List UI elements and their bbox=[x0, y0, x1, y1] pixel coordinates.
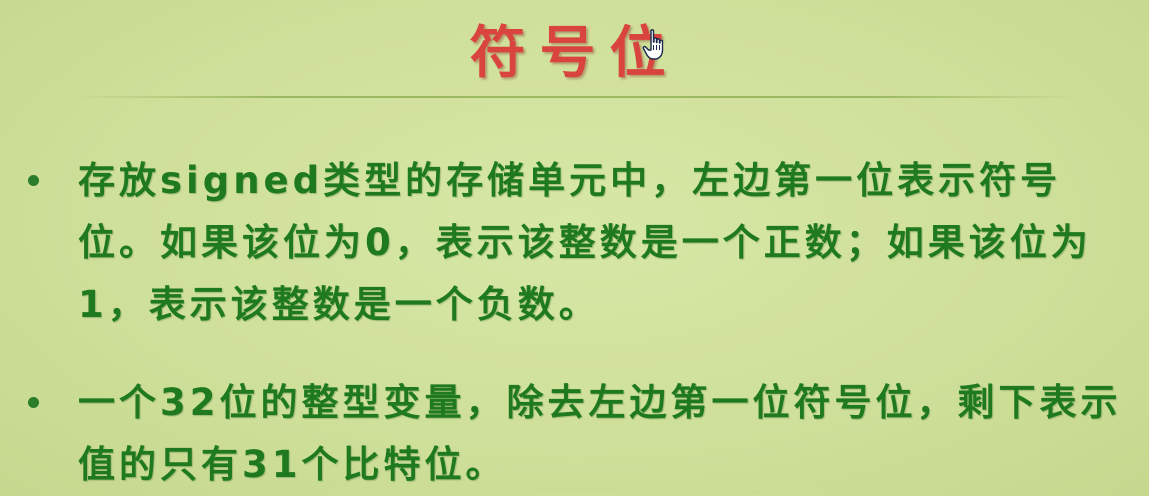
bullet-dot-icon bbox=[28, 175, 39, 186]
slide-title: 符号位 bbox=[469, 20, 680, 86]
hand-pointer-icon bbox=[642, 29, 664, 60]
bullet-dot-icon bbox=[28, 397, 39, 408]
bullet-item: 一个32位的整型变量，除去左边第一位符号位，剩下表示值的只有31个比特位。 bbox=[28, 372, 1138, 496]
bullet-text: 存放signed类型的存储单元中，左边第一位表示符号位。如果该位为0，表示该整数… bbox=[78, 159, 1092, 326]
title-divider bbox=[70, 96, 1080, 98]
bullet-item: 存放signed类型的存储单元中，左边第一位表示符号位。如果该位为0，表示该整数… bbox=[28, 150, 1138, 336]
bullet-list: 存放signed类型的存储单元中，左边第一位表示符号位。如果该位为0，表示该整数… bbox=[28, 150, 1138, 496]
bullet-text: 一个32位的整型变量，除去左边第一位符号位，剩下表示值的只有31个比特位。 bbox=[78, 381, 1122, 486]
